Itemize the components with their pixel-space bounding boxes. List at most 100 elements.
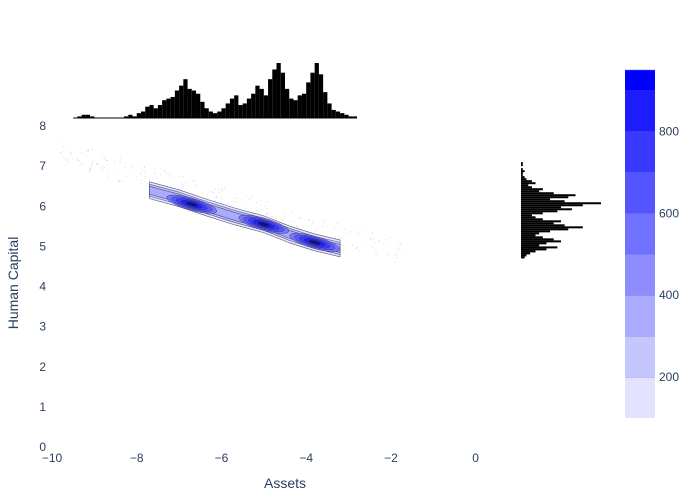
scatter-point	[107, 172, 109, 174]
scatter-point	[141, 169, 143, 171]
scatter-point	[399, 244, 401, 246]
scatter-point	[181, 182, 183, 184]
scatter-point	[66, 158, 68, 160]
scatter-point	[77, 160, 79, 162]
scatter-point	[266, 201, 268, 203]
x-histogram-bar	[318, 74, 324, 118]
scatter-point	[249, 197, 251, 199]
scatter-point	[256, 201, 258, 203]
scatter-point	[336, 222, 338, 224]
scatter-point	[119, 162, 121, 164]
x-histogram-bar	[179, 85, 184, 118]
scatter-point	[163, 169, 165, 171]
scatter-point	[281, 219, 283, 221]
scatter-point	[143, 166, 145, 168]
y-histogram-bar	[521, 254, 527, 257]
x-histogram-bar	[145, 106, 150, 118]
x-histogram-bar	[136, 113, 141, 118]
y-tick-label: 2	[39, 360, 46, 374]
y-tick-label: 7	[39, 159, 46, 173]
scatter-point	[301, 216, 303, 218]
colorbar-band	[625, 90, 655, 132]
density-cluster-3	[308, 239, 321, 245]
x-axis-ticks: −10 −8 −6 −4 −2 0	[42, 451, 479, 465]
y-histogram-bar	[521, 252, 531, 255]
x-histogram-bar	[289, 98, 294, 118]
x-histogram-bar	[124, 116, 129, 118]
y-histogram-bar	[521, 238, 554, 241]
scatter-point	[192, 180, 194, 182]
y-tick-label: 1	[39, 400, 46, 414]
x-histogram-bar	[272, 69, 277, 118]
scatter-point	[314, 230, 316, 232]
x-histogram-bar	[259, 88, 264, 118]
scatter-point	[374, 242, 376, 244]
scatter-point	[107, 160, 109, 162]
x-histogram-bar	[340, 113, 345, 118]
scatter-point	[79, 163, 81, 165]
x-histogram-bar	[212, 113, 218, 118]
scatter-point	[370, 237, 372, 239]
scatter-point	[159, 174, 161, 176]
scatter-point	[376, 254, 378, 256]
scatter-point	[358, 233, 360, 235]
scatter-point	[201, 192, 203, 194]
scatter-point	[351, 225, 353, 227]
scatter-point	[220, 197, 222, 199]
x-histogram-bar	[162, 100, 167, 118]
x-histogram-bar	[149, 105, 154, 118]
x-histogram-bar	[153, 108, 158, 118]
scatter-point	[322, 219, 324, 221]
scatter-point	[342, 236, 344, 238]
x-tick-label: −8	[130, 451, 144, 465]
scatter-point	[105, 169, 107, 171]
scatter-point	[364, 243, 366, 245]
scatter-point	[385, 238, 387, 240]
scatter-point	[371, 232, 373, 234]
scatter-point	[264, 205, 266, 207]
scatter-point	[400, 242, 402, 244]
scatter-point	[119, 180, 121, 182]
x-histogram-bar	[234, 95, 239, 118]
y-histogram-bar	[521, 164, 523, 167]
scatter-point	[194, 184, 196, 186]
scatter-point	[140, 183, 142, 185]
x-histogram-bar	[157, 105, 163, 118]
x-histogram-bar	[352, 116, 358, 118]
scatter-point	[88, 168, 90, 170]
x-histogram-bar	[344, 114, 349, 118]
x-histogram-bar	[314, 63, 319, 118]
scatter-point	[147, 183, 149, 185]
scatter-point	[59, 152, 61, 154]
scatter-point	[103, 167, 105, 169]
x-tick-label: −2	[384, 451, 398, 465]
x-histogram-bar	[280, 72, 285, 118]
x-histogram-bar	[170, 96, 175, 118]
scatter-point	[139, 173, 141, 175]
x-histogram-bar	[293, 100, 298, 118]
density-cluster-1	[185, 201, 198, 207]
scatter-point	[70, 152, 72, 154]
colorbar-tick-label: 800	[659, 124, 679, 138]
scatter-point	[220, 189, 222, 191]
scatter-point	[158, 180, 160, 182]
scatter-point	[135, 176, 137, 178]
scatter-point	[64, 159, 66, 161]
scatter-point	[140, 180, 142, 182]
scatter-point	[296, 226, 298, 228]
scatter-point	[218, 199, 220, 201]
scatter-point	[90, 167, 92, 169]
scatter-point	[221, 187, 223, 189]
x-histogram-bar	[268, 79, 273, 118]
scatter-point	[103, 157, 105, 159]
scatter-point	[292, 210, 294, 212]
scatter-point	[266, 212, 268, 214]
scatter-point	[215, 196, 217, 198]
density-cluster-2	[257, 221, 270, 227]
scatter-point	[89, 170, 91, 172]
scatter-point	[178, 176, 180, 178]
scatter-point	[387, 254, 389, 256]
x-histogram-bar	[140, 111, 146, 118]
y-histogram-bar	[521, 250, 536, 253]
